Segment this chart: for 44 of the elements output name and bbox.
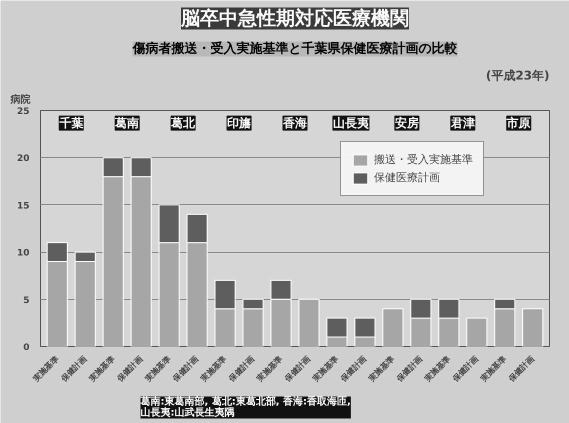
x-tick-label: 実施基準 <box>142 354 172 384</box>
text: 葛南:東葛南部, 葛北:東葛北部, 香海:香取海匝, 山長夷:山武長生夷隅 <box>140 396 351 418</box>
bar <box>298 298 320 346</box>
y-tick-label: 5 <box>23 296 30 306</box>
x-tick-label: 実施基準 <box>310 354 340 384</box>
x-tick-label: 保健計画 <box>338 354 368 384</box>
x-tick-label: 保健計画 <box>394 354 424 384</box>
annotation: 山長夷 <box>332 116 370 130</box>
y-tick-label: 10 <box>16 248 30 259</box>
annotation: 印旛 <box>227 116 252 130</box>
chart-title: 脳卒中急性期対応医療機関 <box>180 8 409 30</box>
x-tick-label: 保健計画 <box>170 354 200 384</box>
chart-subtitle: 傷病者搬送・受入実施基準と千葉県保健医療計画の比較 <box>132 40 458 56</box>
y-tick-label: 25 <box>16 107 30 117</box>
text: (平成23年) <box>486 68 550 82</box>
y-tick-label: 0 <box>23 343 30 353</box>
x-tick-label: 保健計画 <box>282 354 312 384</box>
y-tick-label: 15 <box>16 201 30 212</box>
bar <box>522 308 544 346</box>
x-tick-label: 保健計画 <box>226 354 256 384</box>
y-tick-label: 20 <box>16 154 30 164</box>
annotation: 香海 <box>282 116 307 130</box>
annotation: 千葉 <box>58 116 84 130</box>
y-axis-title: 病院 <box>10 94 30 106</box>
annotation: 安房 <box>394 116 419 130</box>
annotation: 市原 <box>506 116 531 130</box>
x-tick-label: 保健計画 <box>450 354 480 384</box>
annotation: 葛北 <box>170 116 196 130</box>
x-tick-label: 保健計画 <box>506 354 536 384</box>
x-tick-label: 実施基準 <box>254 354 284 384</box>
legend-label: 搬送・受入実施基準 <box>374 152 473 167</box>
x-tick-label: 実施基準 <box>198 354 228 384</box>
x-tick-label: 実施基準 <box>478 354 508 384</box>
legend-label: 保健医療計画 <box>374 170 440 185</box>
x-tick-label: 実施基準 <box>422 354 452 384</box>
x-tick-label: 実施基準 <box>30 354 60 384</box>
x-tick-label: 実施基準 <box>366 354 396 384</box>
x-tick-label: 保健計画 <box>114 354 144 384</box>
bar <box>466 318 488 346</box>
bar <box>382 308 404 346</box>
x-tick-label: 実施基準 <box>86 354 116 384</box>
annotation: 君津 <box>450 116 475 130</box>
annotation: 葛南 <box>114 116 140 130</box>
x-tick-label: 保健計画 <box>58 354 88 384</box>
